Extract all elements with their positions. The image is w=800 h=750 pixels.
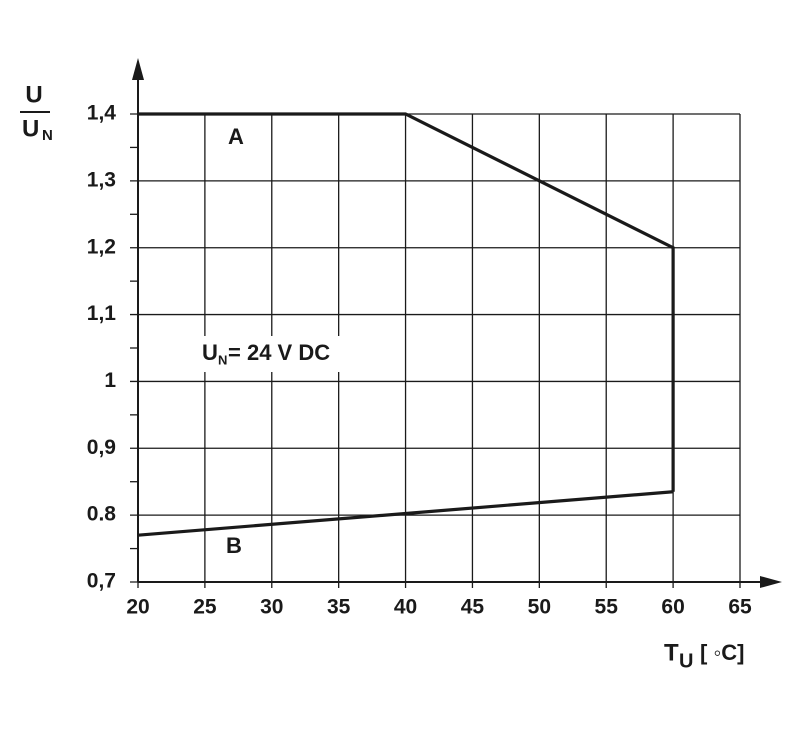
y-label-denominator: U xyxy=(22,115,39,142)
y-tick-label: 1,2 xyxy=(87,235,116,258)
y-tick-label: 1,4 xyxy=(87,102,117,125)
annotation-subscript: N xyxy=(218,352,227,367)
y-tick-label: 1 xyxy=(104,369,116,392)
y-tick-label: 0.8 xyxy=(87,503,117,526)
y-tick-label: 0,7 xyxy=(87,570,116,593)
series-line xyxy=(138,112,675,492)
x-tick-label: 55 xyxy=(595,596,619,619)
x-tick-label: 40 xyxy=(394,596,417,619)
x-tick-label: 60 xyxy=(661,596,684,619)
x-label-unit: [ ◦C] xyxy=(700,640,744,665)
x-tick-label: 30 xyxy=(260,596,283,619)
series-label: B xyxy=(226,533,242,558)
y-tick-label: 1,1 xyxy=(87,302,117,325)
series-line xyxy=(137,490,674,537)
annotation-box xyxy=(194,336,366,372)
y-label-numerator: U xyxy=(25,81,42,108)
x-label-main: T xyxy=(664,639,679,666)
x-tick-label: 50 xyxy=(528,596,551,619)
x-axis-arrow xyxy=(760,576,782,588)
series-label: A xyxy=(228,124,244,149)
y-tick-label: 1,3 xyxy=(87,168,116,191)
x-tick-label: 35 xyxy=(327,596,351,619)
x-tick-label: 25 xyxy=(193,596,217,619)
y-axis-arrow xyxy=(132,58,144,80)
y-label-subscript: N xyxy=(42,127,53,144)
x-label-subscript: U xyxy=(679,650,693,672)
x-tick-label: 20 xyxy=(126,596,149,619)
annotation-main: U xyxy=(202,340,218,365)
y-tick-label: 0,9 xyxy=(87,436,116,459)
x-tick-label: 65 xyxy=(728,596,752,619)
x-tick-label: 45 xyxy=(461,596,485,619)
annotation-rest: = 24 V DC xyxy=(228,340,330,365)
